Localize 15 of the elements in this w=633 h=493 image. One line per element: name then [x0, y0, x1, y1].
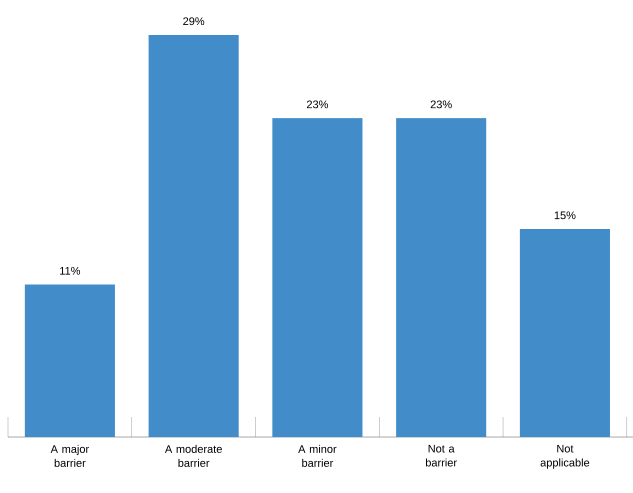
bar — [272, 118, 362, 437]
bar — [148, 34, 239, 437]
x-tick-label: A minor barrier — [298, 444, 336, 467]
x-tick-label: Not a barrier — [426, 444, 457, 467]
x-tick-label: Not applicable — [540, 444, 590, 469]
bar — [520, 229, 610, 437]
data-label: 15% — [554, 211, 576, 220]
data-label: 23% — [430, 100, 452, 108]
bar — [24, 284, 115, 437]
x-tick-label: A major barrier — [50, 444, 89, 467]
data-label: 11% — [60, 266, 80, 275]
bar — [396, 118, 486, 437]
data-label: 23% — [306, 100, 328, 108]
x-tick-label: A moderate barrier — [164, 444, 222, 467]
data-label: 29% — [183, 17, 204, 26]
